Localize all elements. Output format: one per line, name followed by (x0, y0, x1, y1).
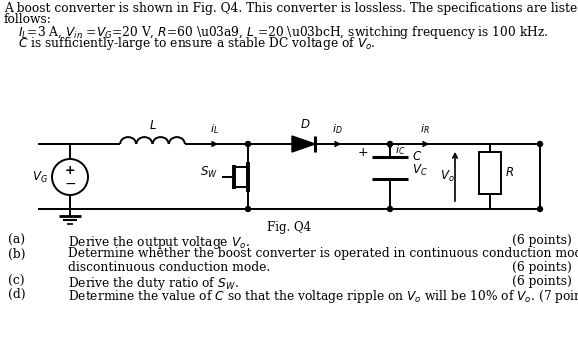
Text: (6 points): (6 points) (512, 261, 572, 274)
Text: $i_D$: $i_D$ (332, 122, 342, 136)
Text: $V_o$: $V_o$ (440, 169, 455, 184)
Text: $i_L$: $i_L$ (209, 122, 218, 136)
Text: −: − (64, 177, 76, 191)
Text: (6 points): (6 points) (512, 234, 572, 247)
Text: $V_C$: $V_C$ (412, 162, 428, 178)
Text: $C$: $C$ (412, 150, 422, 163)
Text: $D$: $D$ (300, 118, 311, 131)
Bar (479, 152, 501, 194)
Text: Determine the value of $C$ so that the voltage ripple on $V_o$ will be 10% of $V: Determine the value of $C$ so that the v… (68, 288, 578, 305)
Text: $V_G$: $V_G$ (32, 170, 48, 185)
Text: $L$: $L$ (149, 119, 157, 132)
Text: (d): (d) (8, 288, 25, 301)
Text: $R$: $R$ (505, 166, 514, 179)
Text: +: + (65, 163, 75, 177)
Circle shape (246, 142, 250, 146)
Text: $i_R$: $i_R$ (420, 122, 430, 136)
Text: $I_L$=3 A, $V_{in}$ =$V_G$=20 V, $R$=60 \u03a9, $L$ =20 \u03bcH, switching frequ: $I_L$=3 A, $V_{in}$ =$V_G$=20 V, $R$=60 … (18, 24, 549, 41)
Polygon shape (292, 136, 315, 152)
Text: $C$ is sufficiently-large to ensure a stable DC voltage of $V_o$.: $C$ is sufficiently-large to ensure a st… (18, 35, 376, 52)
Text: follows:: follows: (4, 13, 52, 26)
Text: (a): (a) (8, 234, 25, 247)
Circle shape (538, 142, 543, 146)
Text: (6 points): (6 points) (512, 274, 572, 288)
Text: $S_W$: $S_W$ (200, 165, 218, 180)
Text: A boost converter is shown in Fig. Q4. This converter is lossless. The specifica: A boost converter is shown in Fig. Q4. T… (4, 2, 578, 15)
Text: discontinuous conduction mode.: discontinuous conduction mode. (68, 261, 271, 274)
Text: Derive the duty ratio of $S_W$.: Derive the duty ratio of $S_W$. (68, 274, 239, 292)
Text: $i_C$: $i_C$ (395, 143, 406, 157)
Text: Fig. Q4: Fig. Q4 (267, 221, 311, 234)
Text: (b): (b) (8, 248, 25, 261)
Text: (c): (c) (8, 274, 25, 288)
Text: Derive the output voltage $V_o$.: Derive the output voltage $V_o$. (68, 234, 250, 251)
Circle shape (538, 206, 543, 211)
Circle shape (387, 206, 392, 211)
Circle shape (387, 142, 392, 146)
Circle shape (246, 206, 250, 211)
Text: Determine whether the boost converter is operated in continuous conduction mode : Determine whether the boost converter is… (68, 248, 578, 261)
Text: +: + (357, 146, 368, 159)
